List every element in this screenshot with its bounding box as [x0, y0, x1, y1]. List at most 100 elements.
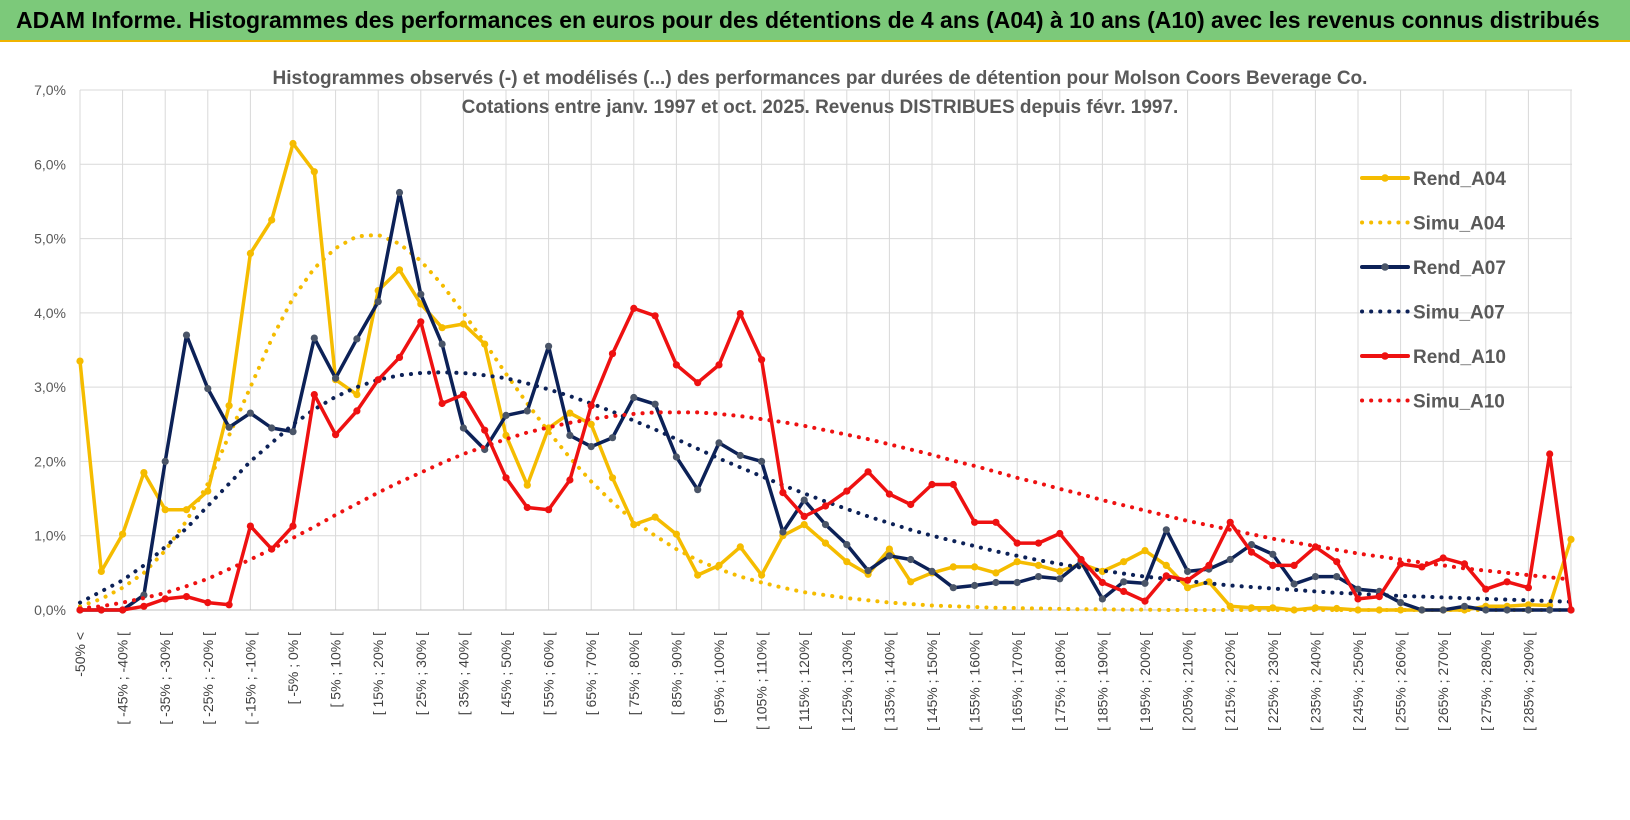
- data-point: [608, 350, 617, 358]
- data-point: [310, 168, 318, 176]
- data-point: [992, 569, 1000, 577]
- data-point: [672, 453, 681, 461]
- data-point: [928, 567, 936, 576]
- data-point: [523, 407, 531, 415]
- data-point: [885, 552, 894, 560]
- data-point: [417, 318, 425, 326]
- data-point: [630, 521, 638, 529]
- legend-item: Rend_A10: [1360, 347, 1506, 368]
- data-point: [1524, 601, 1532, 609]
- data-point: [608, 434, 617, 442]
- y-tick-label: 7,0%: [34, 82, 66, 98]
- data-point: [1397, 599, 1405, 607]
- data-point: [1120, 578, 1128, 586]
- data-point: [204, 487, 212, 495]
- data-point: [1311, 573, 1319, 581]
- data-point: [758, 457, 766, 465]
- x-tick-label: [ 65% ; 70% [: [583, 632, 599, 715]
- x-tick-label: [ 205% ; 210% [: [1180, 632, 1196, 731]
- legend-item: Rend_A04: [1360, 169, 1506, 190]
- y-tick-label: 5,0%: [34, 231, 66, 247]
- data-point: [566, 409, 574, 417]
- data-point: [885, 545, 894, 553]
- data-point: [161, 595, 169, 603]
- data-point: [310, 334, 318, 342]
- data-point: [1184, 567, 1192, 576]
- data-point: [1290, 561, 1298, 570]
- x-tick-label: [ 155% ; 160% [: [967, 632, 983, 731]
- data-point: [1098, 595, 1106, 603]
- data-point: [907, 578, 915, 586]
- x-tick-label: [ -25% ; -20% [: [200, 632, 216, 725]
- data-point: [800, 496, 808, 504]
- data-point: [353, 335, 361, 343]
- data-point: [672, 530, 681, 538]
- x-tick-label: [ 235% ; 240% [: [1307, 632, 1323, 731]
- y-tick-label: 6,0%: [34, 156, 66, 172]
- data-point: [545, 342, 553, 350]
- x-tick-label: [ 75% ; 80% [: [626, 632, 642, 715]
- data-point: [246, 522, 254, 530]
- data-point: [1141, 597, 1149, 605]
- data-point: [459, 320, 467, 328]
- data-point: [374, 298, 382, 306]
- data-point: [1184, 576, 1192, 584]
- y-tick-label: 4,0%: [34, 305, 66, 321]
- x-tick-label: [ 195% ; 200% [: [1137, 632, 1153, 731]
- data-point: [438, 340, 446, 348]
- data-point: [332, 431, 340, 439]
- data-point: [1418, 563, 1426, 571]
- data-point: [332, 374, 340, 382]
- data-point: [1439, 606, 1447, 614]
- x-tick-label: [ 215% ; 220% [: [1222, 632, 1238, 731]
- legend-label: Simu_A10: [1413, 392, 1505, 413]
- x-tick-label: [ 85% ; 90% [: [668, 632, 684, 715]
- data-point: [1567, 606, 1575, 614]
- data-point: [1375, 593, 1383, 601]
- data-point: [1205, 561, 1213, 570]
- data-point: [246, 409, 254, 417]
- data-point: [800, 521, 808, 529]
- data-point: [1354, 595, 1362, 603]
- x-axis: -50% < [ -45% ; -40% [[ -35% ; -30% [[ -2…: [72, 609, 1572, 731]
- x-tick-label: [ 135% ; 140% [: [881, 632, 897, 731]
- data-point: [672, 361, 681, 369]
- legend-marker: [1381, 263, 1389, 271]
- data-point: [1098, 578, 1106, 587]
- data-point: [971, 518, 979, 526]
- data-point: [97, 567, 105, 576]
- data-point: [182, 331, 191, 339]
- x-tick-label: [ 45% ; 50% [: [498, 632, 514, 715]
- series-simu_a07: [78, 370, 1573, 605]
- data-point: [566, 431, 574, 439]
- series-group: [76, 139, 1575, 614]
- data-point: [1034, 561, 1043, 570]
- data-point: [1162, 572, 1170, 580]
- data-point: [736, 310, 744, 318]
- data-point: [545, 506, 553, 514]
- data-point: [459, 424, 467, 432]
- data-point: [907, 500, 915, 509]
- data-point: [310, 391, 318, 399]
- data-point: [949, 584, 957, 592]
- data-point: [417, 290, 425, 298]
- data-point: [545, 424, 553, 432]
- data-point: [821, 502, 830, 510]
- data-point: [353, 391, 361, 399]
- data-point: [864, 567, 872, 575]
- data-point: [1546, 606, 1554, 614]
- x-tick-label: [ 175% ; 180% [: [1052, 632, 1068, 731]
- data-point: [630, 393, 638, 402]
- x-tick-label: [ 95% ; 100% [: [711, 632, 727, 723]
- data-point: [949, 480, 957, 489]
- data-point: [821, 521, 830, 529]
- data-point: [758, 356, 766, 364]
- data-point: [928, 480, 936, 489]
- legend-label: Simu_A07: [1413, 303, 1505, 324]
- data-point: [225, 402, 233, 410]
- legend-marker: [1381, 174, 1389, 182]
- data-point: [843, 541, 851, 549]
- data-point: [1397, 560, 1405, 568]
- data-point: [353, 407, 361, 415]
- data-point: [76, 357, 84, 365]
